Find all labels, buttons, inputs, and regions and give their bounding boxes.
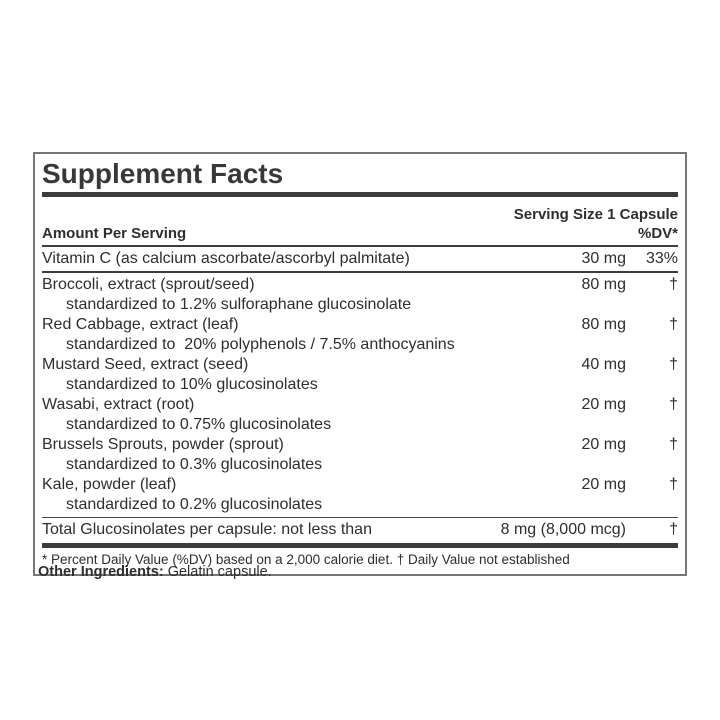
table-row: Total Glucosinolates per capsule: not le…	[42, 520, 678, 540]
ingredient-dv: †	[669, 436, 678, 453]
table-row: Wasabi, extract (root) 20 mg †	[42, 395, 678, 415]
ingredient-standardization: standardized to 10% glucosinolates	[66, 376, 318, 393]
ingredient-name: Total Glucosinolates per capsule: not le…	[42, 521, 372, 538]
ingredient-row-broccoli: Broccoli, extract (sprout/seed) 80 mg † …	[42, 275, 678, 315]
table-row: Mustard Seed, extract (seed) 40 mg †	[42, 355, 678, 375]
ingredient-row-wasabi: Wasabi, extract (root) 20 mg † standardi…	[42, 395, 678, 435]
ingredient-amount: 80 mg	[581, 316, 626, 333]
daily-value-footnote: * Percent Daily Value (%DV) based on a 2…	[42, 552, 570, 567]
ingredient-standardization: standardized to 20% polyphenols / 7.5% a…	[66, 336, 455, 353]
ingredient-standardization: standardized to 0.3% glucosinolates	[66, 456, 323, 473]
ingredient-name: Wasabi, extract (root)	[42, 396, 195, 413]
title-divider-bar	[42, 192, 678, 197]
ingredient-row-mustard-seed: Mustard Seed, extract (seed) 40 mg † sta…	[42, 355, 678, 395]
ingredient-dv: †	[669, 356, 678, 373]
table-row: Brussels Sprouts, powder (sprout) 20 mg …	[42, 435, 678, 455]
ingredient-amount: 20 mg	[581, 436, 626, 453]
other-ingredients-label: Other Ingredients:	[38, 564, 164, 580]
ingredient-dv: †	[669, 276, 678, 293]
percent-dv-header: %DV*	[637, 225, 678, 242]
ingredient-name: Vitamin C (as calcium ascorbate/ascorbyl…	[42, 250, 410, 267]
other-ingredients-value: Gelatin capsule.	[163, 564, 272, 580]
ingredient-amount: 20 mg	[581, 396, 626, 413]
ingredient-amount: 8 mg (8,000 mcg)	[500, 521, 626, 538]
ingredient-dv: †	[669, 316, 678, 333]
ingredient-name: Mustard Seed, extract (seed)	[42, 356, 249, 373]
ingredient-row-red-cabbage: Red Cabbage, extract (leaf) 80 mg † stan…	[42, 315, 678, 355]
ingredient-row-kale: Kale, powder (leaf) 20 mg † standardized…	[42, 475, 678, 515]
ingredient-amount: 40 mg	[581, 356, 626, 373]
ingredient-dv: †	[669, 476, 678, 493]
ingredient-name: Red Cabbage, extract (leaf)	[42, 316, 239, 333]
ingredient-standardization: standardized to 0.2% glucosinolates	[66, 496, 323, 513]
ingredient-row-total-glucosinolates: Total Glucosinolates per capsule: not le…	[42, 517, 678, 540]
ingredient-standardization: standardized to 0.75% glucosinolates	[66, 416, 332, 433]
serving-size-text: Serving Size 1 Capsule	[513, 206, 678, 223]
ingredient-dv: †	[669, 521, 678, 538]
table-row: Broccoli, extract (sprout/seed) 80 mg †	[42, 275, 678, 295]
amount-per-serving-header: Amount Per Serving	[42, 225, 187, 242]
table-row: Vitamin C (as calcium ascorbate/ascorbyl…	[42, 249, 678, 269]
ingredient-name: Kale, powder (leaf)	[42, 476, 177, 493]
ingredient-standardization: standardized to 1.2% sulforaphane glucos…	[66, 296, 412, 313]
ingredient-amount: 20 mg	[581, 476, 626, 493]
ingredient-amount: 80 mg	[581, 276, 626, 293]
ingredient-name: Broccoli, extract (sprout/seed)	[42, 276, 255, 293]
ingredient-dv: 33%	[645, 250, 678, 267]
ingredient-row-vitamin-c: Vitamin C (as calcium ascorbate/ascorbyl…	[42, 247, 678, 273]
supplement-facts-panel: Supplement Facts Serving Size 1 Capsule …	[33, 152, 687, 576]
footnote-divider-bar	[42, 543, 678, 548]
ingredient-dv: †	[669, 396, 678, 413]
ingredient-row-brussels-sprouts: Brussels Sprouts, powder (sprout) 20 mg …	[42, 435, 678, 475]
table-row: Kale, powder (leaf) 20 mg †	[42, 475, 678, 495]
panel-title: Supplement Facts	[42, 158, 284, 189]
column-header-row: Amount Per Serving %DV*	[42, 224, 678, 247]
ingredient-name: Brussels Sprouts, powder (sprout)	[42, 436, 284, 453]
ingredient-amount: 30 mg	[581, 250, 626, 267]
other-ingredients: Other Ingredients: Gelatin capsule.	[38, 563, 272, 581]
table-row: Red Cabbage, extract (leaf) 80 mg †	[42, 315, 678, 335]
